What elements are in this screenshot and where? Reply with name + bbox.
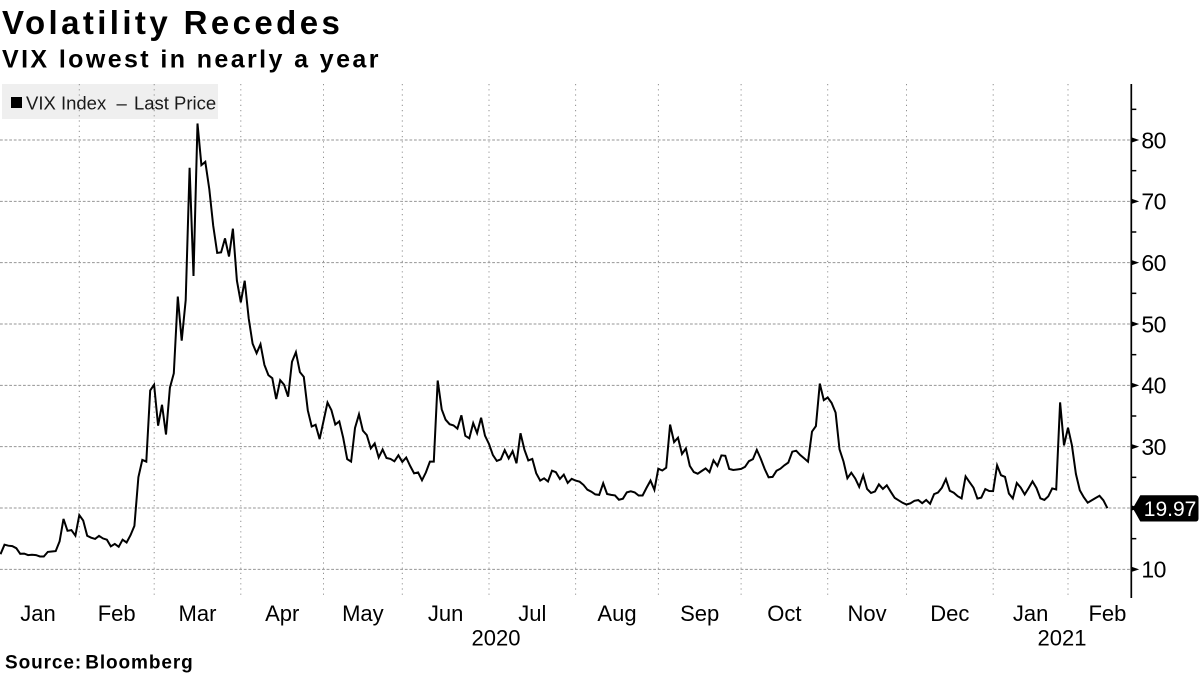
svg-text:19.97: 19.97 [1144, 498, 1197, 521]
svg-text:Sep: Sep [680, 601, 719, 626]
svg-text:50: 50 [1141, 311, 1166, 337]
svg-text:Jul: Jul [518, 601, 546, 626]
svg-text:Volatility Recedes: Volatility Recedes [2, 4, 343, 41]
svg-text:Jan: Jan [20, 601, 55, 626]
svg-text:60: 60 [1141, 250, 1166, 276]
svg-text:40: 40 [1141, 373, 1166, 399]
svg-text:80: 80 [1141, 127, 1166, 153]
svg-text:VIX Index – Last Price: VIX Index – Last Price [26, 92, 216, 113]
svg-text:VIX lowest in nearly a year: VIX lowest in nearly a year [2, 46, 381, 74]
svg-text:70: 70 [1141, 189, 1166, 215]
svg-text:Dec: Dec [930, 601, 969, 626]
svg-text:Jun: Jun [428, 601, 463, 626]
svg-text:2021: 2021 [1038, 626, 1087, 651]
svg-text:Jan: Jan [1013, 601, 1048, 626]
svg-text:Oct: Oct [767, 601, 801, 626]
svg-text:Apr: Apr [265, 601, 299, 626]
svg-text:Feb: Feb [98, 601, 136, 626]
svg-text:Nov: Nov [848, 601, 887, 626]
svg-text:May: May [342, 601, 384, 626]
svg-text:2020: 2020 [472, 626, 521, 651]
svg-text:30: 30 [1141, 434, 1166, 460]
svg-text:Feb: Feb [1088, 601, 1126, 626]
svg-text:Aug: Aug [597, 601, 636, 626]
svg-text:Mar: Mar [179, 601, 217, 626]
svg-text:10: 10 [1141, 557, 1166, 583]
svg-text:Source:Bloomberg: Source: Bloomberg [5, 653, 194, 674]
